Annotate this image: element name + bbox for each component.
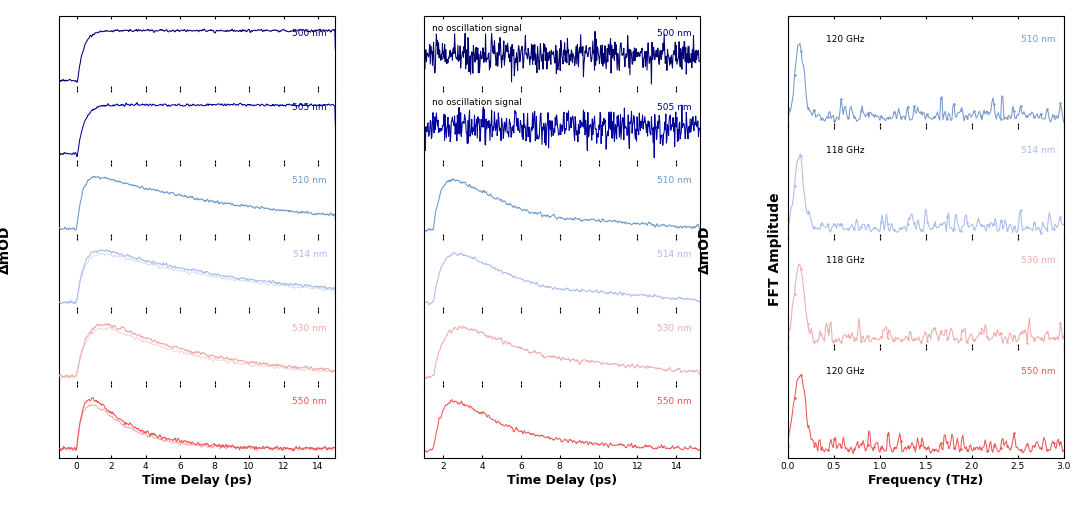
Text: 550 nm: 550 nm [1021,367,1055,376]
X-axis label: Frequency (THz): Frequency (THz) [868,474,984,487]
Text: 510 nm: 510 nm [293,176,327,185]
Text: 514 nm: 514 nm [1021,146,1055,155]
Text: 505 nm: 505 nm [293,102,327,111]
X-axis label: Time Delay (ps): Time Delay (ps) [507,474,617,487]
Text: 505 nm: 505 nm [657,102,691,111]
Text: 514 nm: 514 nm [293,250,327,259]
Text: 118 GHz: 118 GHz [826,146,865,155]
Text: 118 GHz: 118 GHz [826,256,865,266]
Text: 500 nm: 500 nm [657,29,691,38]
Text: 120 GHz: 120 GHz [826,35,865,45]
Text: 500 nm: 500 nm [293,29,327,38]
Text: 120 GHz: 120 GHz [826,367,865,376]
Text: 530 nm: 530 nm [293,323,327,332]
Text: 530 nm: 530 nm [657,323,691,332]
X-axis label: Time Delay (ps): Time Delay (ps) [143,474,253,487]
Text: 510 nm: 510 nm [1021,35,1055,45]
Text: no oscillation signal: no oscillation signal [432,98,522,107]
Text: ΔmOD: ΔmOD [698,225,712,274]
Text: 550 nm: 550 nm [657,397,691,406]
Text: 510 nm: 510 nm [657,176,691,185]
Text: ΔmOD: ΔmOD [0,225,12,274]
Text: no oscillation signal: no oscillation signal [432,24,522,33]
Text: 530 nm: 530 nm [1021,256,1055,266]
Text: FFT Amplitude: FFT Amplitude [768,193,782,306]
Text: 550 nm: 550 nm [293,397,327,406]
Text: 514 nm: 514 nm [657,250,691,259]
